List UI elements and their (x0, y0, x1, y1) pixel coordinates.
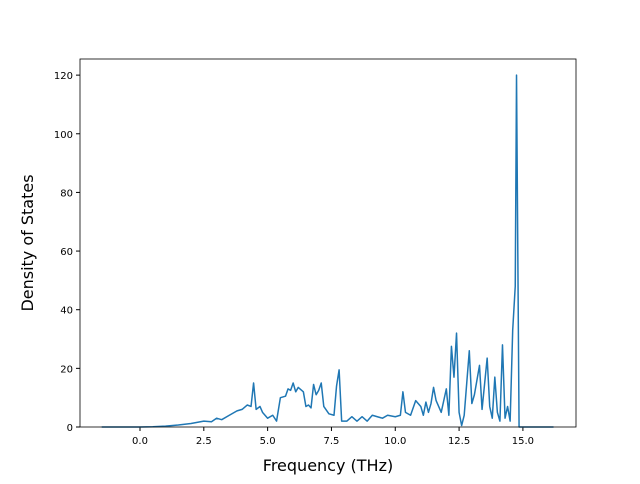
y-tick-label: 0 (67, 423, 73, 434)
y-tick-label: 20 (60, 364, 73, 375)
x-tick-label: 15.0 (512, 436, 534, 447)
x-tick-label: 12.5 (448, 436, 470, 447)
y-tick-label: 120 (54, 71, 73, 82)
x-tick-label: 10.0 (384, 436, 406, 447)
y-axis-label: Density of States (18, 174, 37, 311)
y-tick-label: 80 (60, 188, 73, 199)
x-tick-label: 0.0 (132, 436, 148, 447)
y-tick-label: 40 (60, 306, 73, 317)
x-tick-label: 7.5 (323, 436, 339, 447)
y-tick-label: 60 (60, 247, 73, 258)
x-tick-label: 2.5 (196, 436, 212, 447)
plot-frame (79, 58, 577, 428)
x-tick-label: 5.0 (260, 436, 276, 447)
line (101, 74, 554, 428)
y-tick-label: 100 (54, 130, 73, 141)
x-axis-label: Frequency (THz) (263, 456, 393, 475)
